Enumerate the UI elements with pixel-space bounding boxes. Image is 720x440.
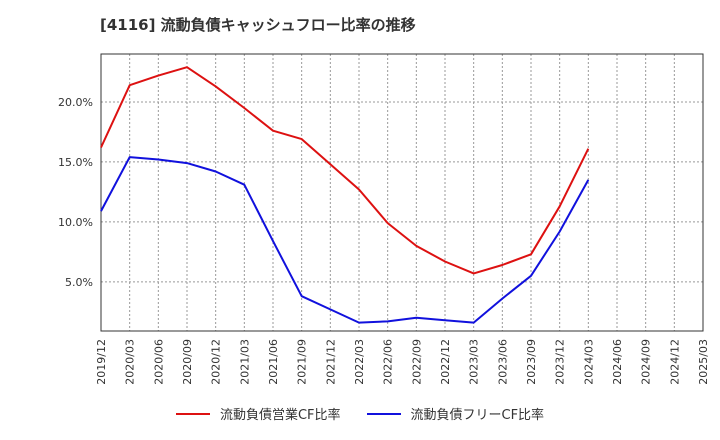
y-tick-label: 15.0% — [58, 156, 93, 169]
y-tick-label: 10.0% — [58, 216, 93, 229]
x-tick-label: 2023/03 — [468, 339, 481, 385]
legend-swatch-operating-cf — [175, 412, 210, 415]
x-tick-label: 2019/12 — [95, 339, 108, 385]
legend-item-free-cf: 流動負債フリーCF比率 — [366, 404, 545, 423]
plot-area — [101, 54, 703, 331]
legend: 流動負債営業CF比率 流動負債フリーCF比率 — [0, 404, 720, 423]
plot-frame — [100, 53, 704, 332]
x-axis-ticks: 2019/12 2020/03 2020/06 2020/09 2020/12 2021/… — [95, 339, 710, 385]
grid-lines — [101, 54, 703, 331]
x-tick-label: 2024/12 — [668, 339, 681, 385]
legend-label-free-cf: 流動負債フリーCF比率 — [410, 408, 545, 423]
y-tick-label: 20.0% — [58, 96, 93, 109]
x-tick-label: 2022/03 — [353, 339, 366, 385]
series-line-operating-cf — [100, 66, 590, 275]
x-tick-label: 2020/09 — [181, 339, 194, 385]
x-tick-label: 2025/03 — [697, 339, 710, 385]
x-tick-label: 2024/06 — [611, 339, 624, 385]
x-tick-label: 2024/09 — [640, 339, 653, 385]
x-tick-label: 2023/09 — [525, 339, 538, 385]
legend-swatch-free-cf — [366, 412, 401, 415]
x-tick-label: 2022/12 — [439, 339, 452, 385]
x-tick-label: 2023/12 — [554, 339, 567, 385]
chart-title: [4116] 流動負債キャッシュフロー比率の推移 — [100, 16, 416, 34]
legend-label-operating-cf: 流動負債営業CF比率 — [219, 408, 341, 423]
legend-item-operating-cf: 流動負債営業CF比率 — [175, 404, 341, 423]
y-axis-ticks: 5.0% 10.0% 15.0% 20.0% — [58, 96, 93, 289]
series-layer — [100, 66, 590, 324]
series-line-free-cf — [100, 156, 590, 324]
x-tick-label: 2021/06 — [267, 339, 280, 385]
x-tick-label: 2022/06 — [382, 339, 395, 385]
x-tick-label: 2020/12 — [210, 339, 223, 385]
x-tick-label: 2022/09 — [410, 339, 423, 385]
y-tick-label: 5.0% — [65, 276, 93, 289]
x-tick-label: 2021/12 — [324, 339, 337, 385]
x-tick-label: 2023/06 — [496, 339, 509, 385]
x-tick-label: 2021/09 — [296, 339, 309, 385]
x-tick-label: 2021/03 — [238, 339, 251, 385]
x-tick-label: 2024/03 — [582, 339, 595, 385]
x-tick-label: 2020/03 — [124, 339, 137, 385]
x-tick-label: 2020/06 — [152, 339, 165, 385]
